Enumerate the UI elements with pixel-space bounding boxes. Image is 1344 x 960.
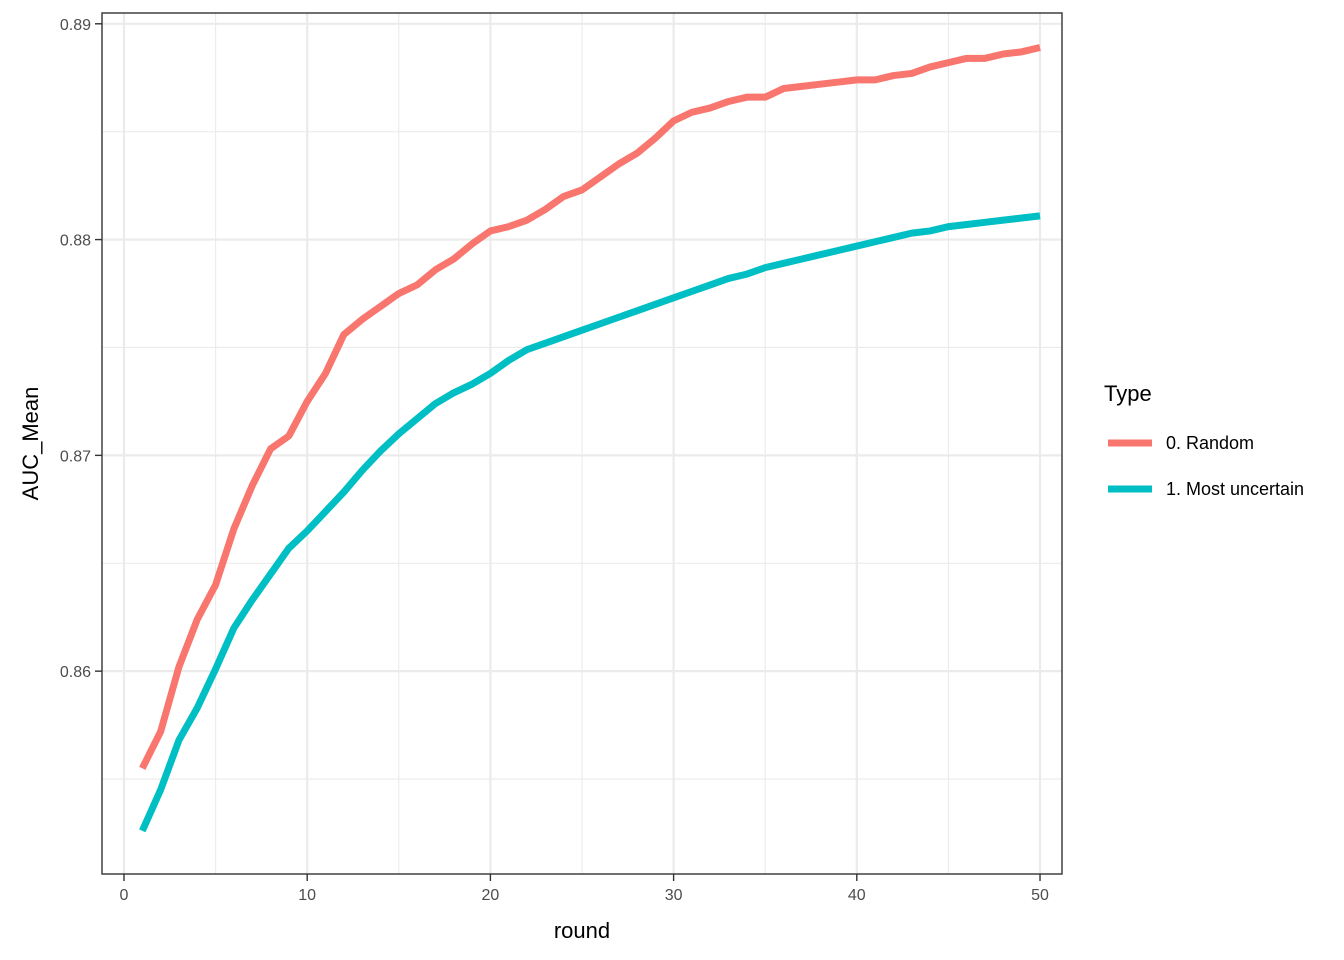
x-tick-label: 40 [848, 887, 866, 904]
x-axis-ticks: 0 10 20 30 40 50 [120, 874, 1049, 904]
x-tick-label: 30 [665, 887, 683, 904]
x-axis-title: round [554, 918, 610, 943]
series-lines [139, 44, 1041, 833]
legend: Type 0. Random 1. Most uncertain [1104, 381, 1304, 499]
plot-panel-border [101, 12, 1063, 875]
legend-title: Type [1104, 381, 1152, 406]
x-tick-label: 20 [481, 887, 499, 904]
y-tick-label: 0.88 [60, 233, 91, 250]
minor-gridlines [102, 13, 1062, 874]
x-tick-label: 0 [120, 887, 129, 904]
series-line-1 [139, 212, 1041, 833]
legend-label-0: 0. Random [1166, 433, 1254, 453]
y-tick-label: 0.87 [60, 448, 91, 465]
x-tick-label: 50 [1031, 887, 1049, 904]
legend-items: 0. Random 1. Most uncertain [1108, 433, 1304, 499]
y-axis-title: AUC_Mean [18, 387, 43, 501]
major-gridlines [102, 13, 1062, 874]
y-axis-ticks: 0.86 0.87 0.88 0.89 [60, 17, 102, 681]
y-tick-label: 0.86 [60, 664, 91, 681]
x-tick-label: 10 [298, 887, 316, 904]
series-line-0 [139, 44, 1041, 770]
legend-label-1: 1. Most uncertain [1166, 479, 1304, 499]
y-tick-label: 0.89 [60, 17, 91, 34]
